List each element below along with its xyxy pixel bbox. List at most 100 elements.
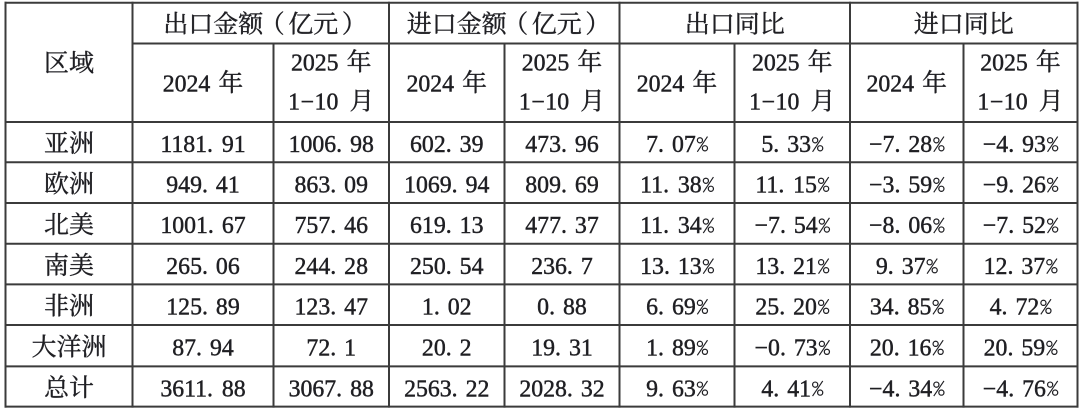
svg-text:5.: 5. [761, 132, 779, 158]
svg-text:46: 46 [344, 213, 368, 239]
svg-text:73: 73 [794, 336, 818, 362]
svg-text:88: 88 [222, 376, 246, 402]
svg-text:98: 98 [350, 132, 374, 158]
svg-text:7.: 7. [646, 132, 664, 158]
svg-text:9.: 9. [876, 254, 894, 280]
svg-text:33: 33 [787, 132, 811, 158]
svg-text:−4.: −4. [869, 376, 900, 402]
svg-text:1: 1 [519, 90, 531, 116]
svg-text:10: 10 [1004, 90, 1028, 116]
svg-text:34: 34 [908, 376, 932, 402]
svg-text:1: 1 [288, 90, 300, 116]
svg-text:67: 67 [222, 213, 246, 239]
svg-text:15: 15 [793, 172, 817, 198]
svg-text:−: − [301, 90, 314, 116]
svg-text:−0.: −0. [755, 336, 786, 362]
svg-text:09: 09 [344, 172, 368, 198]
svg-text:1006.: 1006. [289, 132, 343, 158]
svg-text:602.: 602. [410, 132, 452, 158]
svg-text:69: 69 [672, 295, 696, 321]
svg-text:4.: 4. [761, 376, 779, 402]
svg-text:63: 63 [672, 376, 696, 402]
svg-text:20: 20 [793, 295, 817, 321]
svg-text:477.: 477. [525, 213, 567, 239]
svg-text:−4.: −4. [983, 132, 1014, 158]
svg-text:88: 88 [563, 295, 587, 321]
svg-text:11.: 11. [640, 213, 669, 239]
svg-text:20.: 20. [870, 336, 900, 362]
svg-text:3611.: 3611. [160, 376, 213, 402]
svg-text:89: 89 [672, 336, 696, 362]
svg-text:93: 93 [1022, 132, 1046, 158]
svg-text:−: − [762, 90, 775, 116]
svg-text:25.: 25. [755, 295, 785, 321]
svg-text:949.: 949. [166, 172, 208, 198]
svg-text:10: 10 [545, 90, 569, 116]
svg-text:20.: 20. [422, 336, 452, 362]
svg-text:39: 39 [460, 132, 484, 158]
svg-text:12.: 12. [984, 254, 1014, 280]
svg-text:32: 32 [581, 376, 605, 402]
svg-text:4.: 4. [990, 295, 1008, 321]
svg-text:1: 1 [977, 90, 989, 116]
svg-text:34: 34 [678, 213, 702, 239]
svg-text:1: 1 [344, 336, 356, 362]
svg-text:72.: 72. [306, 336, 336, 362]
svg-text:250.: 250. [410, 254, 452, 280]
svg-text:9.: 9. [646, 376, 664, 402]
svg-text:41: 41 [216, 172, 240, 198]
svg-text:76: 76 [1022, 376, 1046, 402]
svg-text:2024: 2024 [163, 71, 211, 97]
svg-text:37: 37 [902, 254, 926, 280]
svg-text:−: − [532, 90, 545, 116]
svg-text:20.: 20. [984, 336, 1014, 362]
svg-text:809.: 809. [525, 172, 567, 198]
svg-text:10: 10 [315, 90, 339, 116]
svg-text:3067.: 3067. [289, 376, 343, 402]
svg-text:1.: 1. [422, 295, 440, 321]
svg-text:94: 94 [210, 336, 234, 362]
svg-text:06: 06 [216, 254, 240, 280]
svg-text:863.: 863. [295, 172, 337, 198]
svg-text:125.: 125. [166, 295, 208, 321]
svg-text:2028.: 2028. [519, 376, 573, 402]
svg-text:1181.: 1181. [160, 132, 213, 158]
svg-text:13: 13 [460, 213, 484, 239]
svg-text:13.: 13. [640, 254, 670, 280]
svg-text:−7.: −7. [983, 213, 1014, 239]
svg-text:38: 38 [678, 172, 702, 198]
svg-text:−4.: −4. [983, 376, 1014, 402]
svg-text:34.: 34. [870, 295, 900, 321]
svg-text:89: 89 [216, 295, 240, 321]
svg-text:10: 10 [776, 90, 800, 116]
svg-text:88: 88 [350, 376, 374, 402]
svg-text:2024: 2024 [866, 71, 914, 97]
svg-text:47: 47 [344, 295, 368, 321]
svg-text:07: 07 [672, 132, 696, 158]
svg-text:473.: 473. [525, 132, 567, 158]
svg-text:−7.: −7. [755, 213, 786, 239]
svg-text:1001.: 1001. [160, 213, 214, 239]
svg-text:94: 94 [466, 172, 490, 198]
svg-text:757.: 757. [295, 213, 337, 239]
svg-text:265.: 265. [166, 254, 208, 280]
svg-text:28: 28 [908, 132, 932, 158]
svg-text:2024: 2024 [637, 71, 685, 97]
svg-text:1069.: 1069. [404, 172, 458, 198]
svg-text:−: − [990, 90, 1003, 116]
svg-text:13: 13 [678, 254, 702, 280]
svg-text:1.: 1. [646, 336, 664, 362]
svg-text:54: 54 [794, 213, 818, 239]
svg-text:2024: 2024 [406, 71, 454, 97]
svg-text:31: 31 [569, 336, 593, 362]
svg-text:37: 37 [575, 213, 599, 239]
svg-text:59: 59 [1021, 336, 1045, 362]
svg-text:−3.: −3. [869, 172, 900, 198]
svg-text:72: 72 [1015, 295, 1039, 321]
svg-text:7: 7 [581, 254, 593, 280]
svg-text:52: 52 [1022, 213, 1046, 239]
svg-text:−9.: −9. [983, 172, 1014, 198]
svg-text:16: 16 [908, 336, 932, 362]
svg-text:91: 91 [222, 132, 246, 158]
svg-text:26: 26 [1022, 172, 1046, 198]
